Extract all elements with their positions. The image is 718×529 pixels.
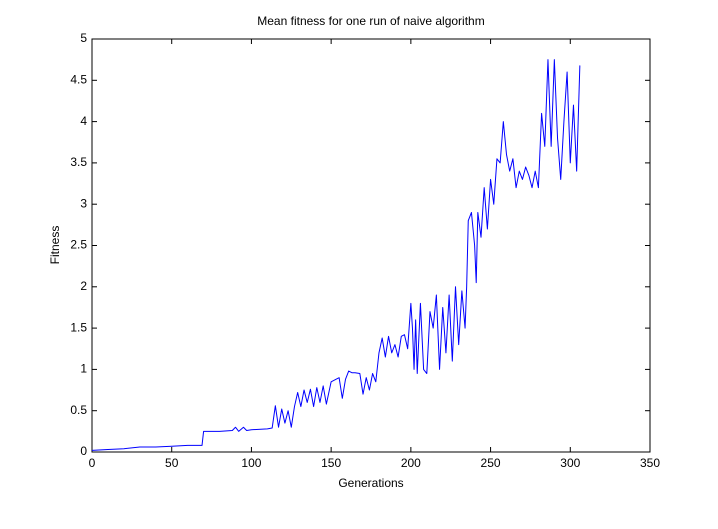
- x-tick-label: 100: [241, 456, 261, 470]
- y-tick-label: 0: [80, 444, 87, 458]
- chart-title: Mean fitness for one run of naive algori…: [257, 14, 484, 28]
- y-tick-label: 0.5: [70, 403, 87, 417]
- x-tick-label: 50: [165, 456, 179, 470]
- x-axis-label: Generations: [338, 476, 403, 490]
- x-tick-label: 150: [321, 456, 341, 470]
- y-tick-label: 4.5: [70, 72, 87, 86]
- y-axis-label: Fitness: [48, 226, 62, 265]
- y-tick-label: 2.5: [70, 238, 87, 252]
- y-tick-label: 3.5: [70, 155, 87, 169]
- y-tick-label: 4: [80, 114, 87, 128]
- y-tick-label: 1.5: [70, 320, 87, 334]
- y-tick-label: 1: [80, 362, 87, 376]
- data-line: [91, 59, 581, 451]
- y-tick-label: 2: [80, 279, 87, 293]
- x-tick-label: 200: [401, 456, 421, 470]
- x-tick-label: 300: [560, 456, 580, 470]
- x-tick-label: 250: [481, 456, 501, 470]
- x-tick-label: 350: [640, 456, 660, 470]
- y-tick-label: 3: [80, 196, 87, 210]
- y-tick-label: 5: [80, 31, 87, 45]
- x-tick-label: 0: [89, 456, 96, 470]
